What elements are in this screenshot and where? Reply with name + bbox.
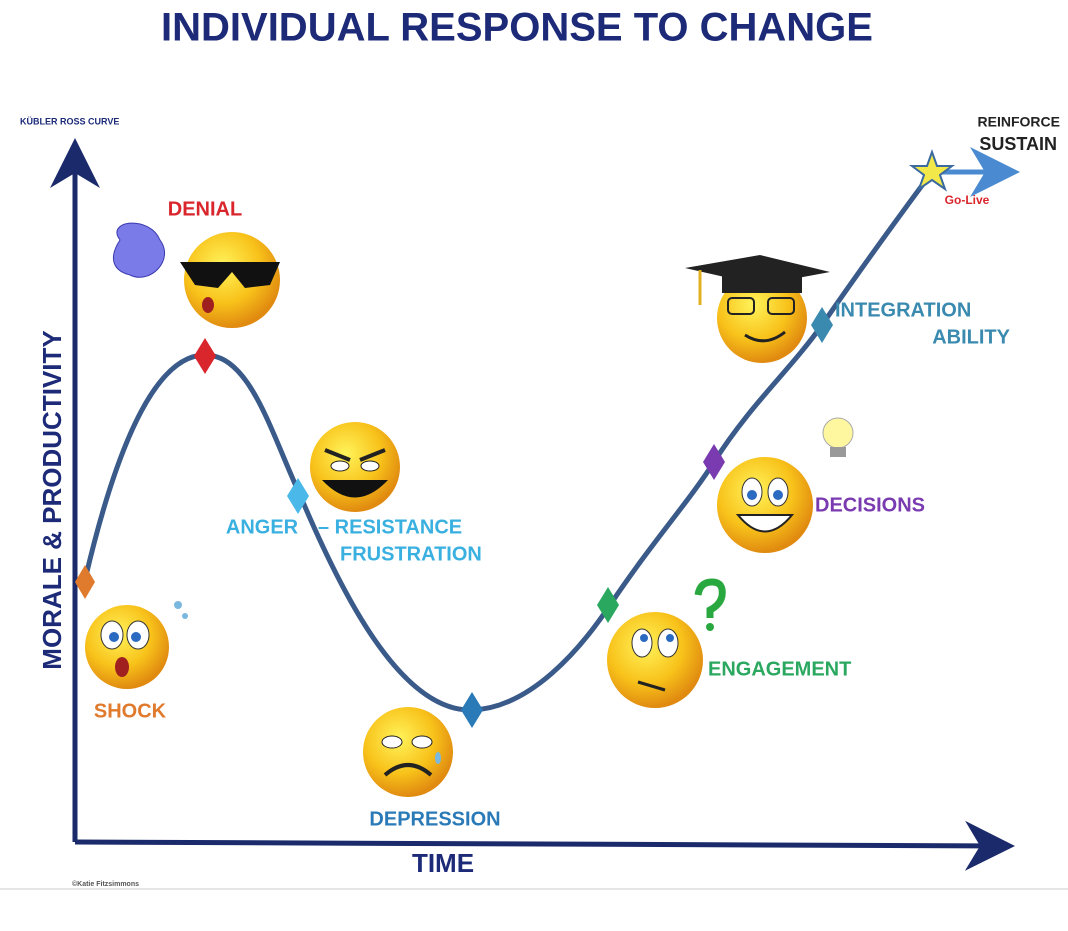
subtitle: KÜBLER ROSS CURVE [20,116,119,126]
shock-face [85,601,188,689]
stage-label: – RESISTANCE [318,516,462,538]
anger-face [310,422,400,512]
integration-face [685,255,830,363]
title: INDIVIDUAL RESPONSE TO CHANGE [161,6,873,50]
diamond [461,692,483,728]
end-label: SUSTAIN [979,134,1057,154]
background [0,0,1068,888]
stage-label: ABILITY [932,326,1010,348]
depression-face [363,707,453,797]
stage-label: ENGAGEMENT [708,658,851,680]
go-live-star [909,149,955,192]
diamond [194,338,216,374]
denial-face [112,222,280,328]
stage-label: DECISIONS [815,494,925,516]
stage-label: DEPRESSION [369,808,500,830]
end-label: REINFORCE [978,114,1060,130]
stage-label: INTEGRATION [835,299,971,321]
x-axis [74,820,1015,871]
stage-label: SHOCK [94,700,167,722]
engagement-face [607,578,726,708]
x-axis-label: TIME [412,848,474,878]
credit: ©Katie Fitzsimmons [72,880,139,888]
decisions-face [717,417,854,553]
diamond [597,587,619,623]
stage-label: DENIAL [168,198,242,220]
diamond [811,307,833,343]
stage-label: ANGER [226,516,299,538]
go-live-label: Go-Live [945,193,990,207]
y-axis-label: MORALE & PRODUCTIVITY [37,330,67,669]
diamond [75,565,95,599]
stage-label: FRUSTRATION [340,543,482,565]
diamond [287,478,309,514]
diamond [703,444,725,480]
